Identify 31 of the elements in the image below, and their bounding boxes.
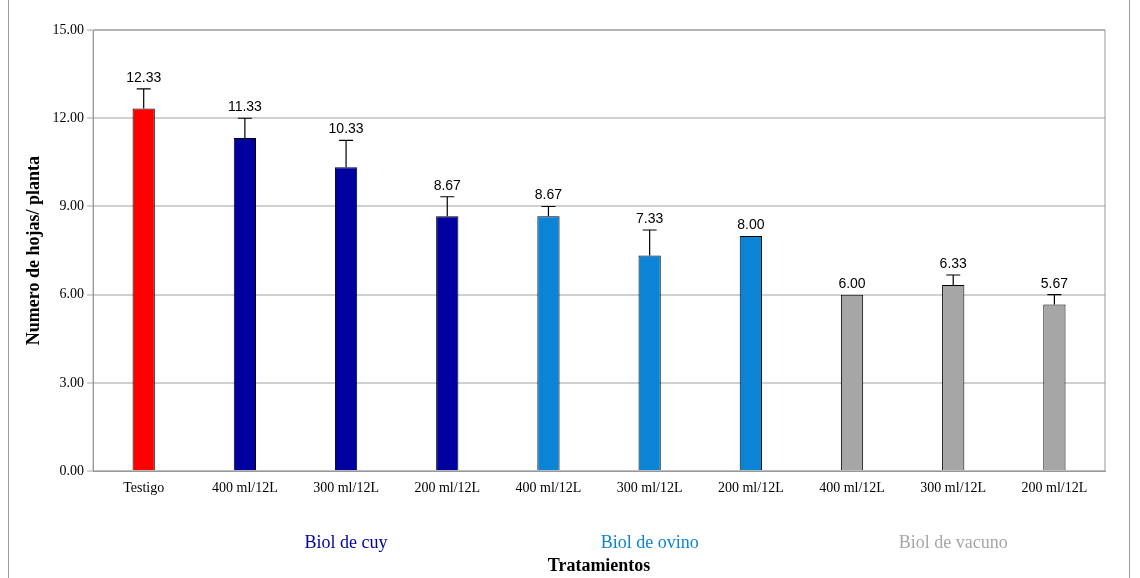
x-tick-label: 300 ml/12L (616, 480, 683, 496)
data-label: 6.33 (939, 254, 968, 271)
y-tick-label: 12.00 (52, 109, 85, 125)
data-label: 12.33 (126, 68, 162, 85)
y-axis-title: Numero de hojas/ planta (23, 156, 44, 346)
data-label: 8.67 (534, 186, 563, 203)
data-label: 7.33 (636, 209, 664, 226)
y-tick-label: 0.00 (59, 462, 85, 478)
data-label: 6.00 (838, 274, 866, 291)
x-tick-label: 200 ml/12L (1021, 480, 1088, 496)
text: Biol de cuy (304, 531, 388, 552)
x-tick-label: 200 ml/12L (414, 480, 481, 496)
data-label: 11.33 (227, 98, 263, 115)
x-tick-label: 400 ml/12L (515, 480, 582, 496)
data-label: 8.00 (737, 215, 765, 232)
x-tick-label: 300 ml/12L (920, 480, 987, 496)
x-axis-title: Tratamientos (547, 554, 651, 575)
data-label: 10.33 (328, 120, 364, 137)
y-tick-label: 6.00 (59, 286, 85, 302)
x-tick-label: 400 ml/12L (212, 480, 278, 496)
y-tick-label: 15.00 (52, 21, 85, 37)
data-label: 5.67 (1040, 274, 1069, 291)
text: Biol de vacuno (898, 531, 1008, 552)
x-tick-label: 300 ml/12L (313, 480, 379, 496)
y-tick-label: 3.00 (59, 374, 85, 390)
data-label: 8.67 (433, 176, 462, 193)
x-tick-label: Testigo (123, 480, 165, 496)
text: Biol de ovino (600, 531, 699, 552)
y-tick-label: 9.00 (59, 198, 85, 214)
x-tick-label: 400 ml/12L (819, 480, 885, 496)
x-tick-label: 200 ml/12L (717, 480, 784, 496)
